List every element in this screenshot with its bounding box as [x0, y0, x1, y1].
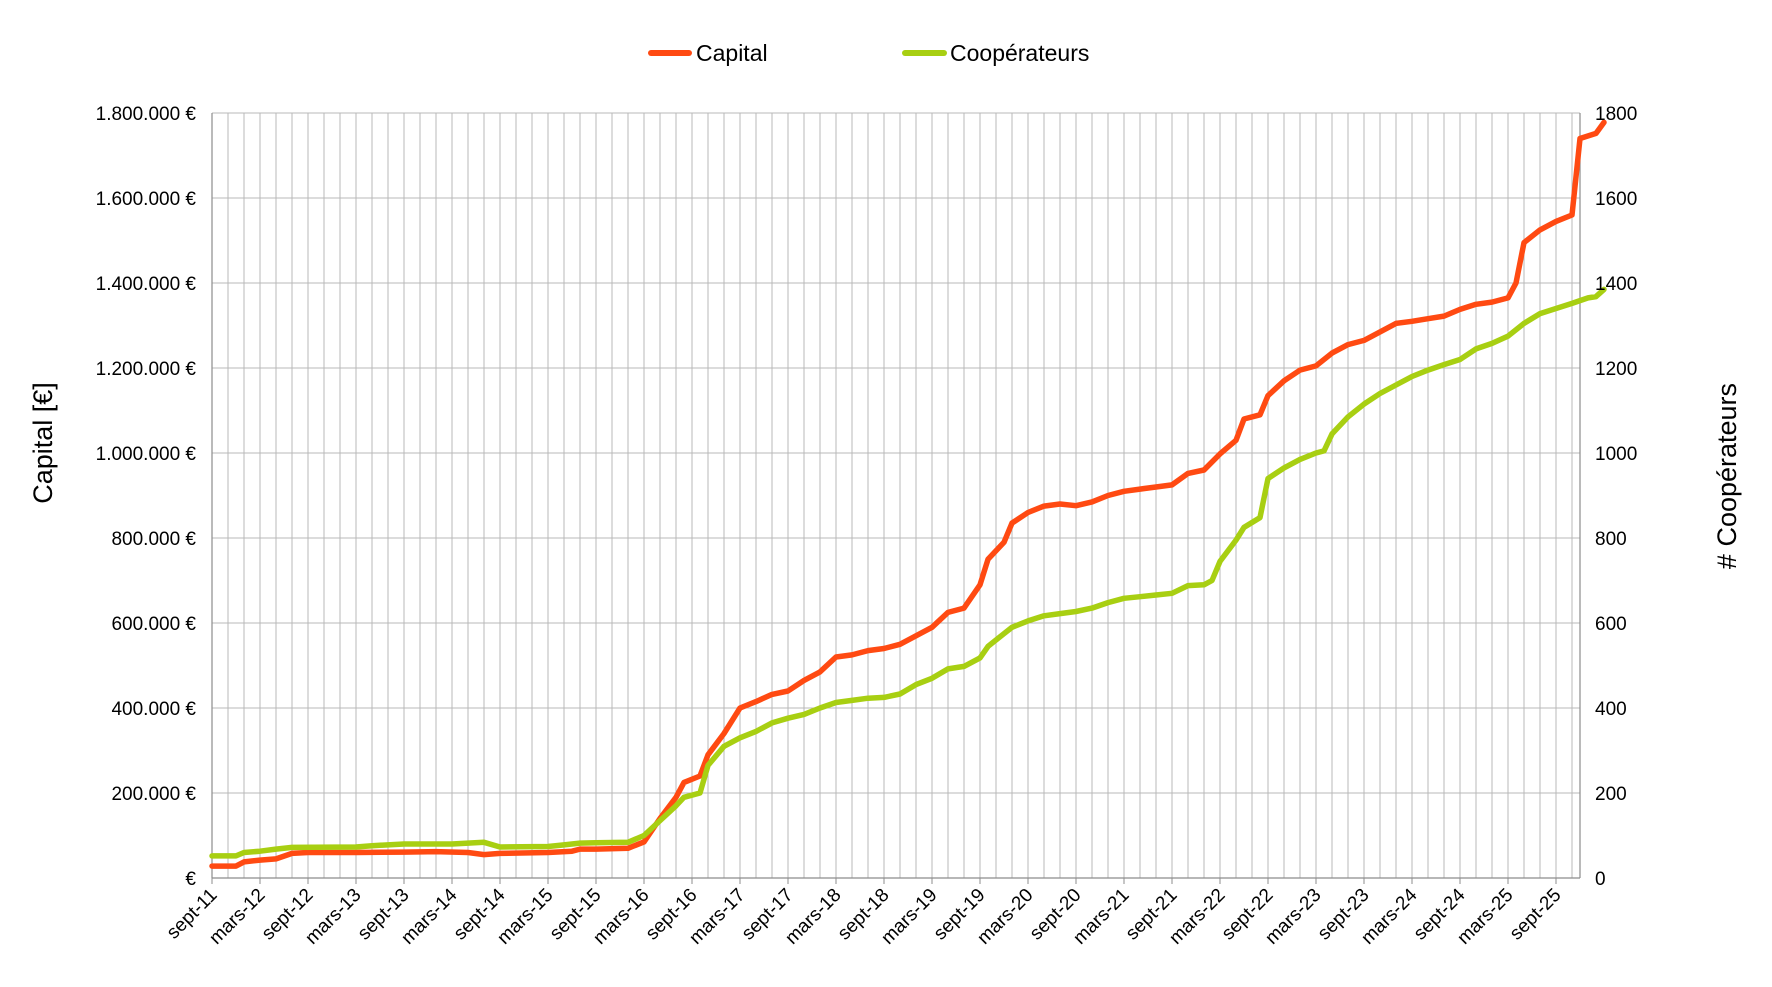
- right-axis-ticks: 0 200 400 600 800 1000 1200 1400 1600 1800: [1595, 104, 1637, 890]
- series-lines: [209, 119, 1607, 869]
- left-axis-title: Capital [€]: [28, 382, 58, 504]
- x-tick-label: sept-25: [1506, 885, 1566, 945]
- right-tick-label: 800: [1595, 529, 1627, 550]
- right-tick-label: 1200: [1595, 359, 1637, 380]
- right-tick-label: 200: [1595, 784, 1627, 805]
- left-tick-label: 1.600.000 €: [96, 189, 197, 210]
- series-line-cooperateurs: [209, 286, 1607, 859]
- left-tick-label: €: [185, 869, 196, 890]
- left-tick-label: 1.200.000 €: [96, 359, 197, 380]
- right-tick-label: 1400: [1595, 274, 1637, 295]
- right-tick-label: 1800: [1595, 104, 1637, 125]
- legend: Capital Coopérateurs: [648, 40, 1089, 66]
- legend-label-capital: Capital: [696, 40, 768, 66]
- right-tick-label: 0: [1595, 869, 1606, 890]
- left-tick-label: 1.400.000 €: [96, 274, 197, 295]
- right-tick-label: 1000: [1595, 444, 1637, 465]
- legend-label-cooperateurs: Coopérateurs: [950, 40, 1089, 66]
- left-axis-ticks: €200.000 € 400.000 € 600.000 € 800.000 € 1.0…: [96, 104, 197, 890]
- x-axis-ticks: sept-11mars-12sept-12mars-13sept-13mars-…: [163, 878, 1566, 949]
- right-axis-title: # Coopérateurs: [1712, 383, 1742, 569]
- left-tick-label: 1.800.000 €: [96, 104, 197, 125]
- left-tick-label: 1.000.000 €: [96, 444, 197, 465]
- left-tick-label: 400.000 €: [111, 699, 196, 720]
- plot-frame: [211, 113, 1581, 879]
- left-tick-label: 200.000 €: [111, 784, 196, 805]
- gridlines: [211, 112, 1580, 879]
- left-tick-label: 800.000 €: [111, 529, 196, 550]
- series-line-capital: [209, 119, 1607, 869]
- right-tick-label: 1600: [1595, 189, 1637, 210]
- left-tick-label: 600.000 €: [111, 614, 196, 635]
- right-tick-label: 600: [1595, 614, 1627, 635]
- right-tick-label: 400: [1595, 699, 1627, 720]
